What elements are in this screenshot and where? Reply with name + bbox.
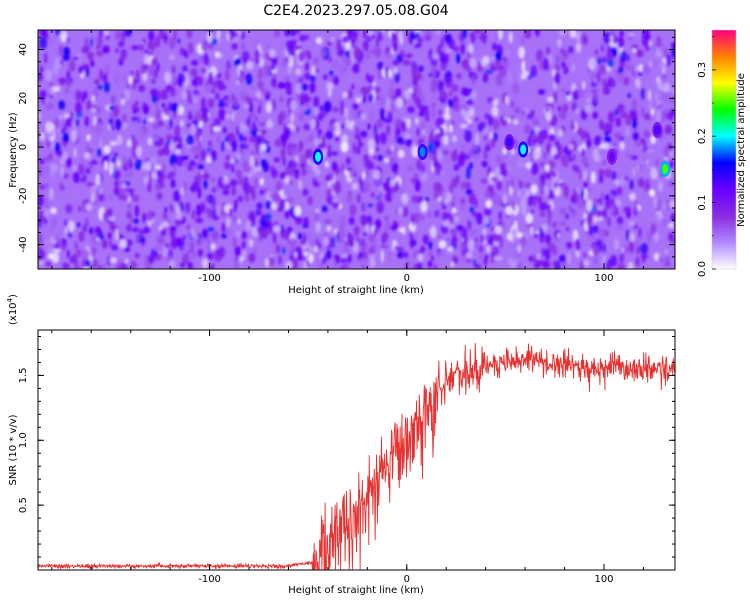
snr-y-multiplier: (x104) [6, 294, 19, 325]
x-tick-label: 100 [594, 574, 613, 585]
x-tick-label: -100 [198, 273, 221, 284]
snr-y-axis: 0.5 1.0 1.5 [18, 335, 675, 558]
snr-x-axis-label: Height of straight line (km) [288, 585, 424, 596]
colorbar-tick-label: 0.2 [697, 128, 708, 144]
spectrogram-panel: -100 0 100 -40 -20 0 20 40 Height of straight … [8, 29, 676, 296]
colorbar-frame [711, 29, 737, 270]
colorbar-tick-label: 0.0 [697, 261, 708, 277]
colorbar: 0.0 0.1 0.2 0.3 Normalized spectral amplitu… [697, 29, 747, 277]
spectrogram-x-axis-label: Height of straight line (km) [288, 285, 424, 296]
y-tick-label: -40 [18, 236, 29, 252]
y-tick-label: 0 [18, 144, 29, 150]
snr-series-line [38, 342, 675, 570]
colorbar-ticks: 0.0 0.1 0.2 0.3 [697, 36, 716, 277]
colorbar-tick-label: 0.3 [697, 62, 708, 78]
snr-y-axis-label: SNR (10 * v/v) [8, 414, 19, 485]
spectrogram-y-axis: -40 -20 0 20 40 [18, 36, 675, 270]
y-tick-label: 1.5 [18, 367, 29, 383]
y-tick-label: 20 [18, 92, 29, 105]
x-tick-label: 100 [594, 273, 613, 284]
snr-y-multiplier-exponent: 4 [6, 297, 14, 302]
snr-y-multiplier-open: (x10 [8, 302, 19, 325]
spectrogram-plot-frame [37, 29, 676, 270]
snr-plot-frame [37, 329, 676, 571]
snr-panel: -100 0 100 0.5 1.0 1.5 Height of straight li… [6, 294, 676, 596]
colorbar-label: Normalized spectral amplitude [736, 73, 747, 227]
y-tick-label: 1.0 [18, 432, 29, 448]
colorbar-gradient [712, 30, 736, 269]
spectrogram-x-axis: -100 0 100 [51, 30, 644, 284]
y-tick-label: 0.5 [18, 497, 29, 513]
figure-title: C2E4.2023.297.05.08.G04 [263, 3, 448, 19]
spectrogram-heatmap [38, 30, 675, 269]
x-tick-label: 0 [404, 574, 410, 585]
y-tick-label: -20 [18, 188, 29, 204]
x-tick-label: -100 [198, 574, 221, 585]
x-tick-label: 0 [404, 273, 410, 284]
snr-x-axis: -100 0 100 [51, 330, 644, 585]
colorbar-tick-label: 0.1 [697, 195, 708, 211]
snr-y-multiplier-close: ) [8, 294, 19, 298]
y-tick-label: 40 [18, 43, 29, 56]
spectrogram-y-axis-label: Frequency (Hz) [8, 112, 19, 188]
